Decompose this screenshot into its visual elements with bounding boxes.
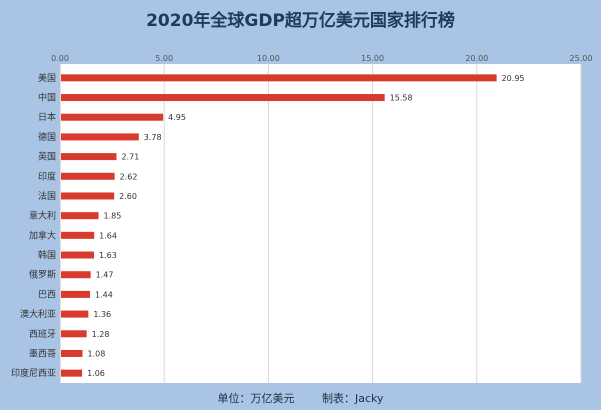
bar bbox=[61, 133, 139, 141]
category-label: 意大利 bbox=[29, 210, 56, 222]
category-label: 印度 bbox=[38, 170, 56, 182]
x-tick-label: 10.00 bbox=[257, 54, 280, 63]
data-label: 15.58 bbox=[390, 94, 413, 103]
bar bbox=[61, 330, 87, 338]
bar bbox=[61, 172, 115, 180]
data-label: 1.06 bbox=[87, 369, 105, 378]
category-label: 韩国 bbox=[38, 249, 56, 261]
x-tick-label: 15.00 bbox=[361, 54, 384, 63]
category-label: 墨西哥 bbox=[29, 348, 56, 359]
category-label: 法国 bbox=[38, 190, 56, 202]
bar bbox=[61, 369, 83, 377]
bar bbox=[61, 310, 89, 318]
plot-area bbox=[60, 64, 581, 383]
bar bbox=[61, 271, 91, 279]
category-label: 巴西 bbox=[38, 289, 56, 300]
bar bbox=[61, 153, 117, 161]
bar bbox=[61, 94, 385, 102]
category-label: 中国 bbox=[38, 92, 56, 104]
category-label: 俄罗斯 bbox=[29, 269, 56, 281]
bar bbox=[61, 74, 497, 82]
chart-title: 2020年全球GDP超万亿美元国家排行榜 bbox=[146, 11, 455, 31]
category-label: 印度尼西亚 bbox=[11, 367, 56, 379]
chart-footer: 单位：万亿美元 制表：Jacky bbox=[0, 390, 601, 406]
bar bbox=[61, 113, 164, 121]
bar bbox=[61, 212, 99, 220]
data-label: 1.85 bbox=[104, 212, 122, 221]
x-tick-label: 0.00 bbox=[51, 54, 69, 63]
category-label: 西班牙 bbox=[29, 328, 56, 340]
x-tick-label: 25.00 bbox=[570, 54, 593, 63]
category-label: 德国 bbox=[38, 131, 56, 143]
data-label: 1.63 bbox=[99, 251, 117, 260]
bar bbox=[61, 290, 91, 298]
data-label: 1.08 bbox=[88, 349, 106, 358]
data-label: 1.36 bbox=[93, 310, 111, 319]
author-note: 制表：Jacky bbox=[321, 392, 384, 405]
data-label: 2.71 bbox=[121, 153, 139, 162]
data-label: 1.47 bbox=[96, 271, 114, 280]
bar bbox=[61, 192, 115, 200]
category-label: 澳大利亚 bbox=[20, 308, 56, 320]
data-label: 1.44 bbox=[95, 290, 113, 299]
data-label: 1.64 bbox=[99, 231, 117, 240]
data-label: 1.28 bbox=[92, 330, 110, 339]
bar bbox=[61, 251, 94, 259]
bar-chart: 0.00 5.00 10.00 15.00 20.00 25.00 美国 20.95 中国 15.… bbox=[11, 54, 593, 383]
data-label: 2.60 bbox=[119, 192, 137, 201]
category-label: 加拿大 bbox=[29, 229, 56, 241]
x-tick-label: 5.00 bbox=[155, 54, 173, 63]
data-label: 4.95 bbox=[168, 113, 186, 122]
data-label: 3.78 bbox=[144, 133, 162, 142]
data-label: 20.95 bbox=[502, 74, 525, 83]
data-label: 2.62 bbox=[120, 172, 138, 181]
category-label: 美国 bbox=[38, 72, 56, 84]
bar bbox=[61, 349, 83, 357]
unit-note: 单位：万亿美元 bbox=[217, 392, 295, 405]
category-label: 英国 bbox=[38, 151, 56, 163]
x-tick-label: 20.00 bbox=[465, 54, 488, 63]
category-label: 日本 bbox=[38, 111, 56, 123]
bar bbox=[61, 231, 95, 239]
